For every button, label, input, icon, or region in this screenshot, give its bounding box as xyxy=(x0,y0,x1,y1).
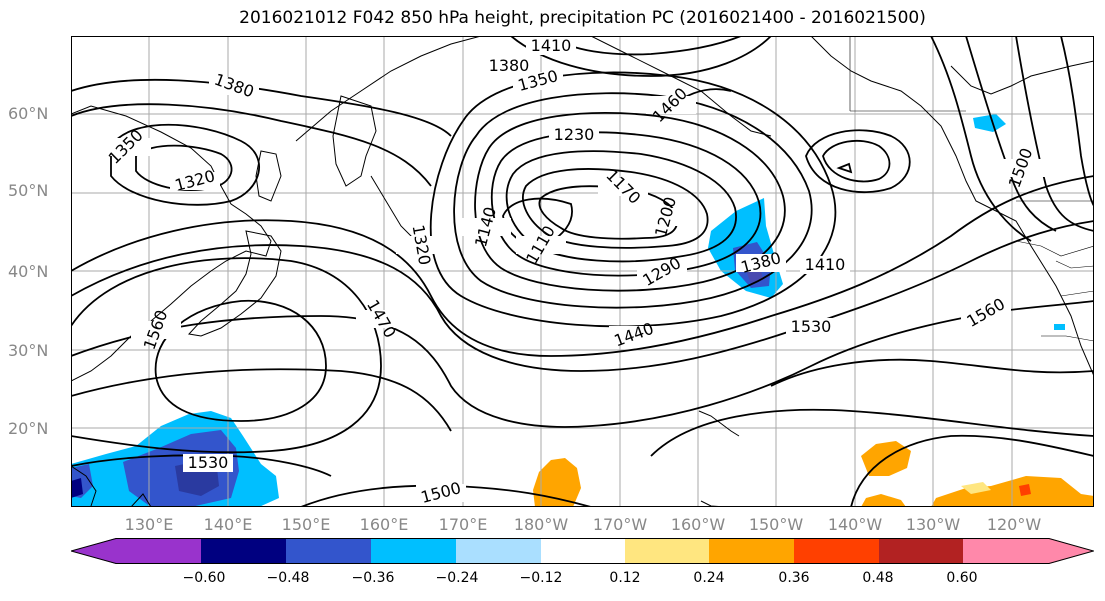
colorbar-tick: 0.36 xyxy=(778,570,810,586)
lon-label-170w: 170°W xyxy=(592,515,648,534)
lon-label-140w: 140°W xyxy=(827,515,883,534)
colorbar-outline xyxy=(69,538,1096,564)
lon-label-160e: 160°E xyxy=(359,515,409,534)
colorbar-tick: 0.48 xyxy=(862,570,894,586)
lat-label-60: 60°N xyxy=(8,104,49,123)
contour-label: 1410 xyxy=(805,255,846,274)
chart-title: 2016021012 F042 850 hPa height, precipit… xyxy=(239,8,926,28)
height-contours xyxy=(71,36,1094,507)
colorbar-swatch xyxy=(201,538,286,564)
lon-label-150w: 150°W xyxy=(748,515,804,534)
lon-label-160w: 160°W xyxy=(670,515,726,534)
political-borders xyxy=(849,36,1094,342)
colorbar-tick: −0.24 xyxy=(435,570,479,586)
contour-label: 1230 xyxy=(554,125,595,144)
map-frame xyxy=(71,36,1094,507)
colorbar-swatch xyxy=(879,538,963,564)
colorbar-swatch xyxy=(709,538,794,564)
lon-label-170e: 170°E xyxy=(438,515,488,534)
colorbar-tick: 0.24 xyxy=(693,570,725,586)
lat-label-20: 20°N xyxy=(8,419,49,438)
colorbar-tick: −0.60 xyxy=(182,570,226,586)
lat-label-30: 30°N xyxy=(8,341,49,360)
precip-negative-canada xyxy=(973,114,1065,330)
precip-negative-pacific xyxy=(708,198,783,298)
colorbar-swatch xyxy=(963,538,1094,564)
map-panel: 1410 1380 1350 1460 1380 1350 1320 1230 … xyxy=(71,36,1094,507)
lon-label-130w: 130°W xyxy=(905,515,961,534)
colorbar-tick: −0.12 xyxy=(519,570,563,586)
colorbar-swatch xyxy=(456,538,541,564)
lat-label-40: 40°N xyxy=(8,262,49,281)
colorbar-tick: 0.60 xyxy=(946,570,978,586)
colorbar-swatch xyxy=(794,538,879,564)
colorbar-tick: −0.48 xyxy=(266,570,310,586)
lat-label-50: 50°N xyxy=(8,181,49,200)
contour-label: 1530 xyxy=(188,453,229,472)
colorbar xyxy=(69,538,1096,564)
colorbar-swatch xyxy=(286,538,371,564)
map-canvas: 1410 1380 1350 1460 1380 1350 1320 1230 … xyxy=(71,36,1094,507)
lon-label-130e: 130°E xyxy=(124,515,174,534)
colorbar-swatch xyxy=(541,538,625,564)
contour-label: 1410 xyxy=(531,36,572,55)
contour-label: 1380 xyxy=(489,56,530,75)
lon-label-150e: 150°E xyxy=(281,515,331,534)
colorbar-canvas xyxy=(69,538,1096,564)
colorbar-swatch xyxy=(371,538,456,564)
contour-label: 1530 xyxy=(791,317,832,336)
lon-label-140e: 140°E xyxy=(203,515,253,534)
colorbar-swatch xyxy=(625,538,709,564)
lon-label-120w: 120°W xyxy=(986,515,1042,534)
colorbar-tick: −0.36 xyxy=(351,570,395,586)
colorbar-tick: 0.12 xyxy=(609,570,641,586)
colorbar-swatch xyxy=(71,538,201,564)
lon-label-180w: 180°W xyxy=(513,515,569,534)
